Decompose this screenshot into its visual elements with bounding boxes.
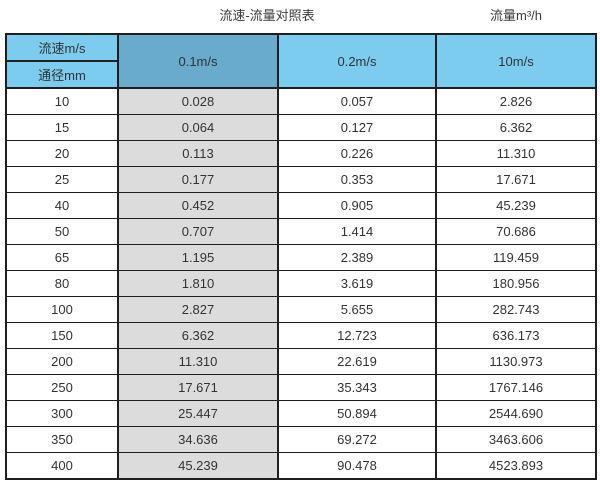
- table-row: 10 0.028 0.057 2.826: [5, 87, 597, 115]
- flow-value-cell: 1.195: [117, 244, 279, 271]
- header-row-top: 流速m/s 0.1m/s 0.2m/s 10m/s: [5, 33, 597, 89]
- flow-value-cell: 35.343: [277, 374, 437, 401]
- diameter-cell: 80: [5, 270, 119, 297]
- velocity-header-cell: 流速m/s: [5, 33, 119, 62]
- flow-value-cell: 1.810: [117, 270, 279, 297]
- velocity-column-header-0.1: 0.1m/s: [117, 33, 279, 89]
- table-row: 300 25.447 50.894 2544.690: [5, 400, 597, 427]
- flow-value-cell: 0.452: [117, 192, 279, 219]
- diameter-cell: 100: [5, 296, 119, 323]
- flow-value-cell: 11.310: [117, 348, 279, 375]
- table-row: 25 0.177 0.353 17.671: [5, 166, 597, 193]
- diameter-cell: 50: [5, 218, 119, 245]
- flow-value-cell: 3463.606: [435, 426, 597, 453]
- diameter-cell: 350: [5, 426, 119, 453]
- flow-value-cell: 1130.973: [435, 348, 597, 375]
- flow-value-cell: 17.671: [435, 166, 597, 193]
- flow-value-cell: 2.827: [117, 296, 279, 323]
- flow-unit-label: 流量m³/h: [489, 8, 543, 23]
- flow-value-cell: 1767.146: [435, 374, 597, 401]
- flow-value-cell: 3.619: [277, 270, 437, 297]
- flow-value-cell: 0.064: [117, 114, 279, 141]
- flow-value-cell: 45.239: [435, 192, 597, 219]
- flow-value-cell: 0.353: [277, 166, 437, 193]
- velocity-column-header-0.2: 0.2m/s: [277, 33, 437, 89]
- flow-rate-table: 流速m/s 0.1m/s 0.2m/s 10m/s 通径mm 10 0.028 0.…: [5, 33, 597, 480]
- table-row: 80 1.810 3.619 180.956: [5, 270, 597, 297]
- flow-value-cell: 50.894: [277, 400, 437, 427]
- flow-value-cell: 2544.690: [435, 400, 597, 427]
- flow-value-cell: 180.956: [435, 270, 597, 297]
- diameter-cell: 15: [5, 114, 119, 141]
- flow-value-cell: 0.226: [277, 140, 437, 167]
- flow-value-cell: 0.028: [117, 87, 279, 115]
- diameter-cell: 200: [5, 348, 119, 375]
- flow-value-cell: 282.743: [435, 296, 597, 323]
- flow-value-cell: 2.389: [277, 244, 437, 271]
- diameter-header-cell: 通径mm: [5, 60, 119, 89]
- flow-value-cell: 0.177: [117, 166, 279, 193]
- flow-value-cell: 0.707: [117, 218, 279, 245]
- flow-value-cell: 2.826: [435, 87, 597, 115]
- flow-value-cell: 34.636: [117, 426, 279, 453]
- table-row: 250 17.671 35.343 1767.146: [5, 374, 597, 401]
- flow-value-cell: 1.414: [277, 218, 437, 245]
- diameter-cell: 10: [5, 87, 119, 115]
- flow-value-cell: 69.272: [277, 426, 437, 453]
- table-row: 40 0.452 0.905 45.239: [5, 192, 597, 219]
- flow-value-cell: 12.723: [277, 322, 437, 349]
- diameter-cell: 40: [5, 192, 119, 219]
- table-row: 200 11.310 22.619 1130.973: [5, 348, 597, 375]
- flow-value-cell: 6.362: [435, 114, 597, 141]
- flow-value-cell: 0.057: [277, 87, 437, 115]
- velocity-column-header-10: 10m/s: [435, 33, 597, 89]
- header-row-bottom: 通径mm: [5, 60, 596, 89]
- table-row: 50 0.707 1.414 70.686: [5, 218, 597, 245]
- diameter-cell: 20: [5, 140, 119, 167]
- table-row: 15 0.064 0.127 6.362: [5, 114, 597, 141]
- diameter-cell: 250: [5, 374, 119, 401]
- table-row: 65 1.195 2.389 119.459: [5, 244, 597, 271]
- flow-value-cell: 636.173: [435, 322, 597, 349]
- flow-value-cell: 22.619: [277, 348, 437, 375]
- flow-value-cell: 0.905: [277, 192, 437, 219]
- table-row: 350 34.636 69.272 3463.606: [5, 426, 597, 453]
- flow-value-cell: 6.362: [117, 322, 279, 349]
- diameter-cell: 300: [5, 400, 119, 427]
- flow-value-cell: 17.671: [117, 374, 279, 401]
- flow-value-cell: 0.127: [277, 114, 437, 141]
- diameter-cell: 65: [5, 244, 119, 271]
- flow-value-cell: 5.655: [277, 296, 437, 323]
- flow-value-cell: 70.686: [435, 218, 597, 245]
- flow-value-cell: 11.310: [435, 140, 597, 167]
- flow-value-cell: 119.459: [435, 244, 597, 271]
- diameter-cell: 25: [5, 166, 119, 193]
- diameter-cell: 150: [5, 322, 119, 349]
- page-title: 流速-流量对照表: [219, 8, 315, 23]
- table-row: 150 6.362 12.723 636.173: [5, 322, 597, 349]
- flow-value-cell: 25.447: [117, 400, 279, 427]
- flow-value-cell: 0.113: [117, 140, 279, 167]
- table-row: 100 2.827 5.655 282.743: [5, 296, 597, 323]
- table-row: 20 0.113 0.226 11.310: [5, 140, 597, 167]
